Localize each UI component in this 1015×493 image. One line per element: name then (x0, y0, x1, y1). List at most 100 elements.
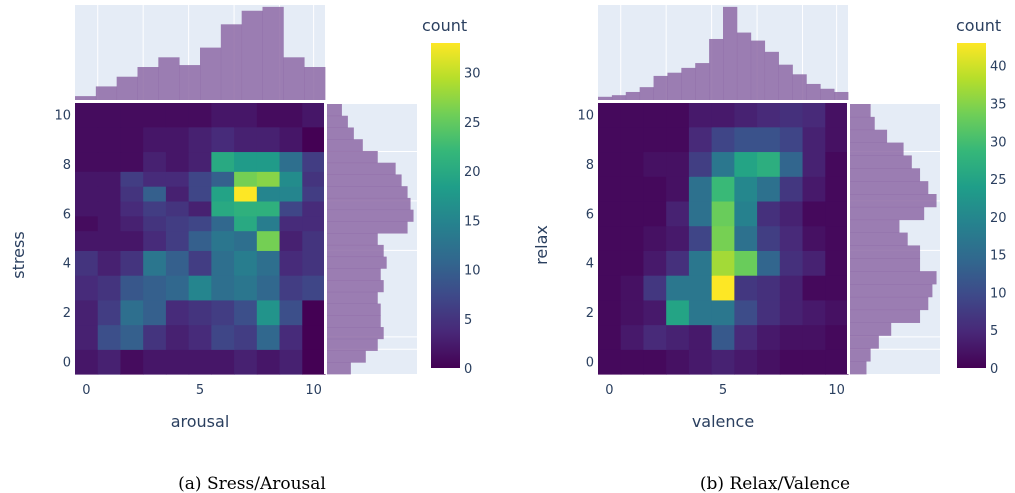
heatmap-cell (779, 349, 804, 375)
heatmap-cell (734, 102, 758, 128)
right-histogram-bar (327, 139, 363, 152)
heatmap-cell (643, 176, 667, 202)
heatmap-cell (734, 151, 758, 177)
right-histogram-bar (327, 127, 354, 140)
heatmap-cell (825, 250, 849, 276)
heatmap-cell (120, 349, 144, 375)
heatmap-cell (75, 200, 99, 217)
heatmap-cell (279, 275, 303, 301)
right-histogram-bar (850, 348, 871, 362)
heatmap-cell (302, 230, 326, 251)
panel-a: 0 5 10 0 2 4 6 8 10 arousal stress count 0 5 10 15… (9, 5, 481, 493)
colorbar-tick-label: 5 (464, 313, 472, 328)
heatmap-cell (598, 225, 622, 251)
x-tick-label: 5 (719, 383, 727, 398)
heatmap-cell (598, 324, 622, 350)
right-histogram-bar (850, 361, 867, 375)
top-histogram-bar (667, 72, 682, 100)
heatmap-cell (165, 102, 190, 128)
colorbar-tick-label: 20 (464, 165, 481, 180)
heatmap-cell (165, 275, 190, 301)
heatmap-cell (802, 225, 826, 251)
heatmap-cell (211, 102, 235, 128)
heatmap-cell (802, 126, 826, 153)
heatmap-cell (211, 151, 235, 172)
top-histogram-bar (639, 87, 654, 100)
heatmap-cell (165, 250, 190, 276)
top-histogram-bar (241, 10, 263, 101)
heatmap-cell (825, 176, 849, 202)
heatmap-cell (75, 186, 99, 202)
heatmap-cell (598, 200, 622, 227)
top-histogram-bar (820, 88, 835, 100)
heatmap-cell (234, 186, 258, 202)
top-histogram-bar (116, 76, 138, 100)
heatmap-cell (165, 324, 190, 350)
colorbar-tick-label: 10 (464, 264, 481, 279)
heatmap-cell (97, 299, 122, 326)
heatmap-cell (643, 225, 667, 251)
right-histogram-bar (327, 338, 378, 351)
heatmap-cell (256, 324, 281, 350)
heatmap-cell (779, 126, 804, 153)
heatmap-cell (598, 275, 622, 301)
right-marginal-histogram-b (850, 104, 937, 375)
heatmap-a (75, 102, 326, 375)
heatmap-cell (598, 349, 622, 375)
heatmap-cell (143, 324, 167, 350)
heatmap-cell (97, 324, 122, 350)
heatmap-cell (234, 324, 258, 350)
heatmap-cell (779, 275, 804, 301)
right-histogram-bar (327, 291, 378, 304)
heatmap-cell (302, 299, 326, 326)
top-histogram-bar (681, 67, 696, 100)
heatmap-cell (211, 186, 235, 202)
y-tick-label: 10 (577, 108, 594, 123)
colorbar-tick-label: 25 (990, 173, 1007, 188)
heatmap-cell (802, 349, 826, 375)
right-histogram-bar (327, 221, 408, 234)
top-histogram-bar (695, 63, 710, 100)
heatmap-cell (302, 200, 326, 217)
heatmap-cell (75, 324, 99, 350)
heatmap-cell (279, 151, 303, 172)
heatmap-cell (643, 250, 667, 276)
y-tick-label: 10 (54, 108, 71, 123)
right-histogram-bar (850, 219, 900, 233)
top-histogram-bar (220, 24, 243, 100)
heatmap-cell (75, 215, 99, 232)
heatmap-cell (143, 230, 167, 251)
colorbar-tick-label: 40 (990, 60, 1007, 75)
heatmap-cell (666, 299, 690, 326)
top-histogram-bar (611, 95, 627, 100)
heatmap-cell (234, 171, 258, 187)
heatmap-cell (825, 200, 849, 227)
heatmap-cell (302, 349, 326, 375)
heatmap-cell (734, 200, 758, 227)
top-histogram-bar (723, 6, 738, 100)
right-histogram-bar (850, 284, 933, 298)
heatmap-cell (711, 349, 735, 375)
heatmap-cell (711, 200, 735, 227)
top-histogram-bar (304, 67, 326, 100)
heatmap-cell (97, 215, 122, 232)
x-axis-label-b: valence (692, 412, 754, 431)
heatmap-cell (279, 349, 303, 375)
top-histogram-bar (598, 96, 613, 100)
right-histogram-bar (850, 335, 879, 349)
heatmap-cell (120, 102, 144, 128)
heatmap-cell (75, 349, 99, 375)
heatmap-cell (598, 250, 622, 276)
right-histogram-bar (327, 186, 408, 199)
heatmap-cell (279, 215, 303, 232)
heatmap-cell (666, 151, 690, 177)
colorbar-tick-label: 0 (464, 362, 472, 377)
heatmap-cell (757, 126, 781, 153)
heatmap-cell (279, 171, 303, 187)
heatmap-cell (757, 275, 781, 301)
heatmap-cell (711, 324, 735, 350)
heatmap-cell (598, 126, 622, 153)
colorbar-tick-label: 0 (990, 362, 998, 377)
heatmap-cell (165, 126, 190, 153)
right-histogram-bar (327, 268, 381, 281)
